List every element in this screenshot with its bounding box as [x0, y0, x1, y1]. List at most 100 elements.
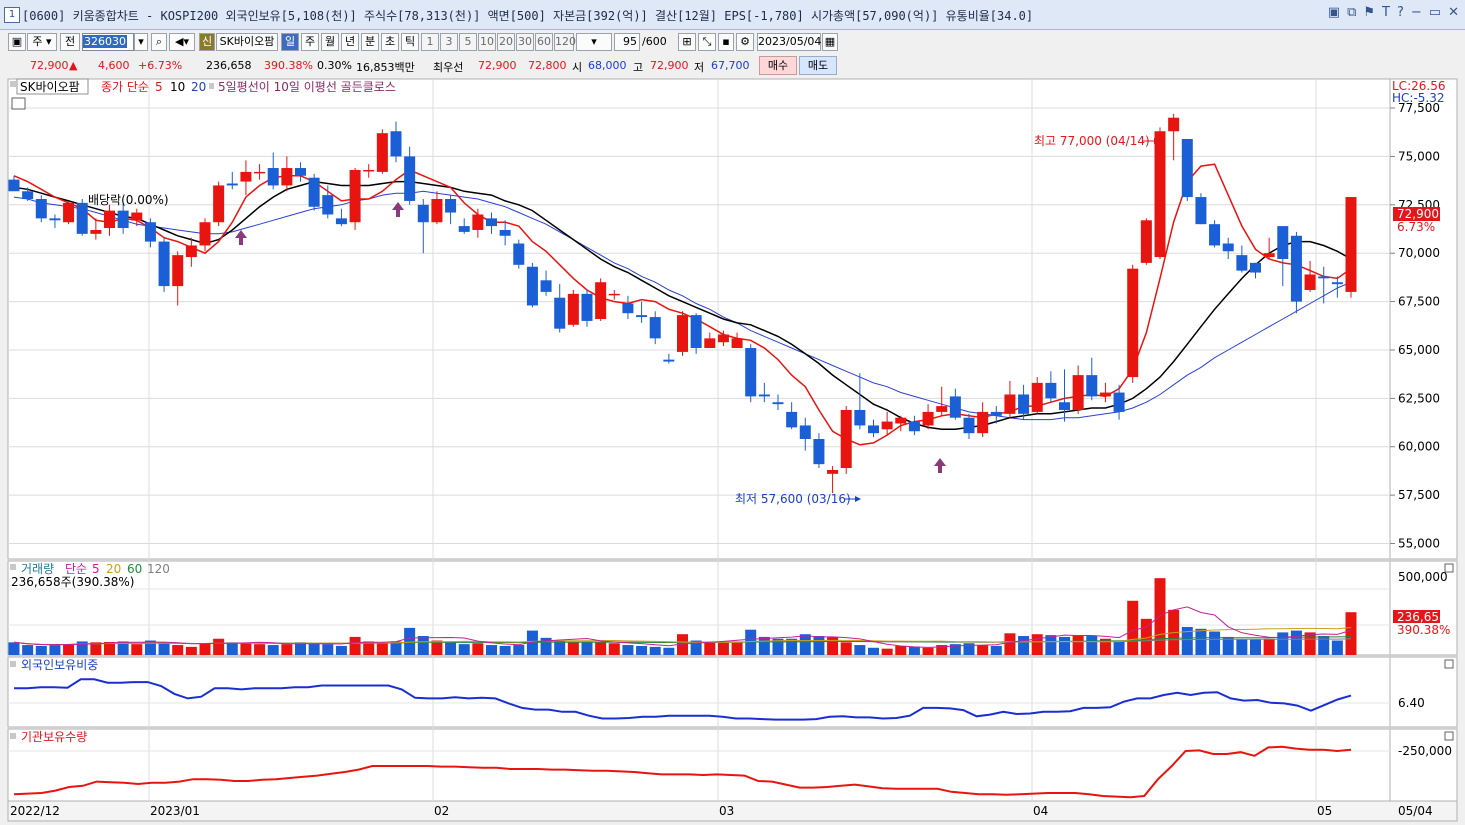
candle-body — [363, 169, 375, 172]
pin-icon[interactable]: ⚑ — [1363, 5, 1376, 20]
candle-body — [704, 338, 716, 349]
pane-close-icon[interactable] — [1444, 731, 1454, 741]
legend-stock-box — [16, 78, 89, 95]
volume-last-tag — [1393, 610, 1440, 623]
volume-bar — [1086, 636, 1098, 655]
title-bar: 1 [0600] 키움종합차트 - KOSPI200 외국인보유[5,108(천… — [0, 0, 1465, 30]
volume-bar — [185, 646, 197, 655]
pane-close-icon[interactable] — [1444, 659, 1454, 669]
sell-button[interactable]: 매도 — [799, 56, 837, 75]
volume-bar — [567, 642, 579, 655]
date-input[interactable]: 2023/05/04 — [757, 33, 821, 51]
interval-select[interactable]: ▾ — [576, 33, 612, 51]
candle-body — [936, 406, 948, 412]
up-arrow-icon: ▲ — [69, 59, 78, 72]
interval-30[interactable]: 30 — [516, 33, 534, 51]
volume-bar — [1331, 640, 1343, 655]
volume-bar — [322, 644, 334, 655]
restore-icon[interactable]: ⧉ — [1347, 5, 1357, 20]
maximize-icon[interactable]: ▭ — [1428, 5, 1442, 20]
chart-area[interactable]: 55,000 57,500 60,000 62,500 65,000 67,500 70,0… — [0, 77, 1465, 825]
candle-body — [949, 396, 961, 418]
minimize-icon[interactable]: − — [1410, 5, 1422, 20]
volume-bar — [1222, 636, 1234, 655]
volume-last-label: 236,658 — [1397, 610, 1447, 624]
candle-body — [690, 315, 702, 349]
code-input[interactable]: 326030 — [82, 33, 134, 51]
interval-1[interactable]: 1 — [421, 33, 439, 51]
tab-year[interactable]: 년 — [341, 33, 359, 51]
volume-bar — [1209, 631, 1221, 655]
volume-bar — [1099, 638, 1111, 655]
volume-bar — [431, 640, 443, 655]
pane-close-icon[interactable] — [1444, 563, 1454, 573]
high: 72,900 — [650, 59, 689, 72]
ma10-line — [13, 180, 1352, 431]
volume-bar — [158, 642, 170, 655]
tab-tick[interactable]: 틱 — [401, 33, 419, 51]
grid-icon[interactable]: ⊞ — [678, 33, 696, 51]
candle-body — [308, 177, 320, 207]
volume-tick: 500,000 — [1398, 570, 1448, 584]
link-icon[interactable]: ▣ — [1327, 5, 1341, 20]
candle-body — [335, 218, 347, 225]
interval-120[interactable]: 120 — [554, 33, 576, 51]
tab-week[interactable]: 주 — [301, 33, 319, 51]
volume-bar — [977, 645, 989, 655]
y-tick-label: 70,000 — [1398, 246, 1440, 260]
candle-body — [376, 133, 388, 172]
close-icon[interactable]: ✕ — [1448, 5, 1459, 20]
cursor-icon[interactable]: ⤡ — [698, 33, 716, 51]
foreign-tick: 6.40 — [1398, 696, 1425, 710]
legend-ma20: 20 — [191, 80, 206, 94]
volume-bar — [1154, 578, 1166, 655]
date-axis — [7, 800, 1458, 822]
candle-body — [1140, 220, 1152, 263]
candle-body — [1168, 117, 1180, 132]
volume-axis — [1389, 560, 1458, 656]
volume-bar — [704, 642, 716, 655]
candle-body — [131, 212, 143, 221]
candle-body — [772, 402, 784, 405]
count-input[interactable]: 95 — [614, 33, 640, 51]
search-icon[interactable]: ⌕ — [151, 33, 167, 51]
tab-month[interactable]: 월 — [321, 33, 339, 51]
candle-body — [417, 204, 429, 223]
volume-ma-120: 120 — [147, 562, 170, 576]
volume-bar — [63, 644, 75, 655]
candle-body — [1236, 255, 1248, 271]
interval-10[interactable]: 10 — [478, 33, 496, 51]
tab-day[interactable]: 일 — [281, 33, 299, 51]
interval-20[interactable]: 20 — [497, 33, 515, 51]
buy-button[interactable]: 매수 — [759, 56, 797, 75]
chevron-down-icon[interactable]: ▾ — [134, 33, 148, 51]
volume-bar — [335, 645, 347, 655]
font-icon[interactable]: T — [1382, 5, 1390, 20]
inst-pane[interactable] — [7, 728, 1391, 802]
tab-minute[interactable]: 분 — [361, 33, 379, 51]
volume-bar — [786, 638, 798, 655]
interval-5[interactable]: 5 — [459, 33, 477, 51]
prev-button[interactable]: 전 — [60, 33, 80, 51]
volume-bar — [417, 636, 429, 655]
interval-3[interactable]: 3 — [440, 33, 458, 51]
period-select[interactable]: 주 ▾ — [27, 33, 57, 51]
save-icon[interactable]: ▪ — [718, 33, 734, 51]
gear-icon[interactable]: ⚙ — [736, 33, 754, 51]
legend-ma5: 5 — [155, 80, 163, 94]
candle-body — [281, 168, 293, 186]
volume-bar — [458, 644, 470, 655]
help-icon[interactable]: ? — [1396, 5, 1404, 20]
best-bid: 72,800 — [528, 59, 567, 72]
calendar-icon[interactable]: ▦ — [822, 33, 838, 51]
candle-body — [731, 338, 743, 349]
volume-bar — [281, 644, 293, 655]
table-icon[interactable] — [11, 97, 26, 110]
candle-body — [199, 222, 211, 246]
high-arrow-icon — [1154, 138, 1160, 144]
volume-bar — [308, 643, 320, 655]
speaker-icon[interactable]: ◀▾ — [169, 33, 195, 51]
layout-icon[interactable]: ▣ — [8, 33, 26, 51]
tab-second[interactable]: 초 — [381, 33, 399, 51]
interval-60[interactable]: 60 — [535, 33, 553, 51]
